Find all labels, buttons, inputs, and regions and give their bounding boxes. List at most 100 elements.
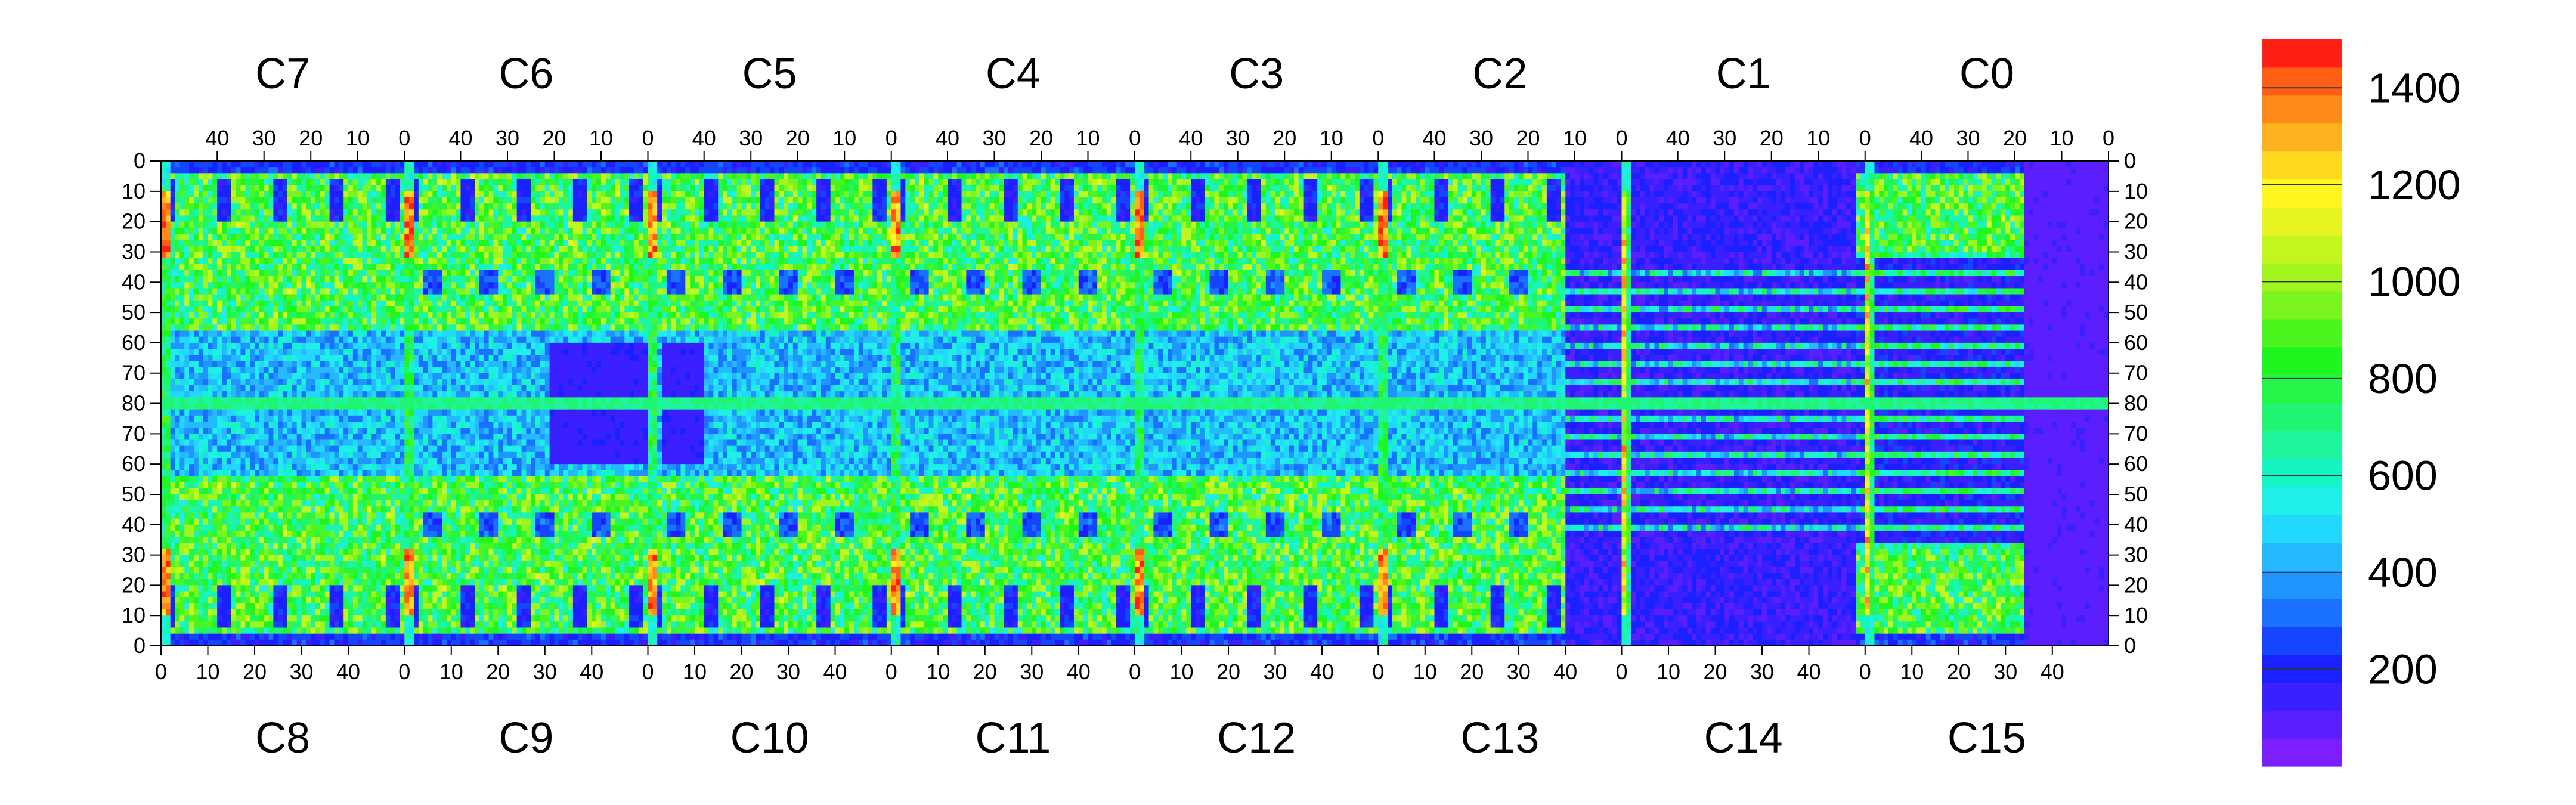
heatmap-cell <box>1823 203 1828 210</box>
heatmap-cell <box>2010 228 2015 234</box>
heatmap-cell <box>1210 209 1215 216</box>
heatmap-cell <box>184 234 189 240</box>
heatmap-cell <box>1696 215 1701 222</box>
heatmap-cell <box>1992 161 1996 168</box>
heatmap-cell <box>2085 197 2090 204</box>
heatmap-cell <box>1532 197 1537 204</box>
heatmap-cell <box>325 203 330 210</box>
heatmap-cell <box>1350 209 1355 216</box>
heatmap-cell <box>1570 222 1575 228</box>
heatmap-cell <box>1051 191 1055 198</box>
heatmap-cell <box>1079 228 1083 234</box>
heatmap-cell <box>793 167 798 174</box>
heatmap-cell <box>1163 203 1168 210</box>
heatmap-cell <box>1340 185 1345 192</box>
heatmap-cell <box>1701 179 1706 185</box>
heatmap-cell <box>1383 209 1388 216</box>
heatmap-cell <box>339 197 343 204</box>
heatmap-cell <box>1664 161 1668 168</box>
heatmap-cell <box>2029 197 2034 204</box>
heatmap-cell <box>746 222 751 228</box>
heatmap-cell <box>1125 161 1130 168</box>
heatmap-cell <box>957 222 962 228</box>
heatmap-cell <box>1294 167 1299 174</box>
heatmap-cell <box>166 234 171 240</box>
heatmap-cell <box>484 185 489 192</box>
heatmap-cell <box>1757 222 1762 228</box>
heatmap-cell <box>1055 161 1060 168</box>
heatmap-cell <box>512 197 517 204</box>
heatmap-cell <box>1140 179 1144 185</box>
heatmap-cell <box>1111 197 1116 204</box>
heatmap-cell <box>1280 185 1284 192</box>
heatmap-cell <box>1608 203 1612 210</box>
heatmap-cell <box>774 179 779 185</box>
heatmap-cell <box>2061 228 2066 234</box>
heatmap-cell <box>751 197 756 204</box>
heatmap-cell <box>1140 197 1144 204</box>
heatmap-cell <box>400 191 404 198</box>
heatmap-cell <box>269 203 274 210</box>
heatmap-cell <box>2020 209 2024 216</box>
heatmap-cell <box>854 228 859 234</box>
heatmap-cell <box>1767 222 1772 228</box>
heatmap-cell <box>732 179 737 185</box>
heatmap-cell <box>1079 197 1083 204</box>
heatmap-cell <box>1163 222 1168 228</box>
heatmap-cell <box>231 209 236 216</box>
heatmap-cell <box>1332 209 1336 216</box>
heatmap-cell <box>1626 228 1631 234</box>
heatmap-cell <box>1032 191 1036 198</box>
heatmap-cell <box>1552 209 1556 216</box>
heatmap-cell <box>596 228 601 234</box>
heatmap-cell <box>386 209 391 216</box>
heatmap-cell <box>727 161 732 168</box>
heatmap-cell <box>1851 185 1856 192</box>
heatmap-cell <box>994 209 999 216</box>
heatmap-cell <box>1631 203 1636 210</box>
heatmap-cell <box>343 209 348 216</box>
heatmap-cell <box>1467 222 1472 228</box>
heatmap-cell <box>994 185 999 192</box>
heatmap-cell <box>2029 209 2034 216</box>
heatmap-cell <box>1032 185 1036 192</box>
heatmap-cell <box>1425 215 1430 222</box>
heatmap-cell <box>915 203 919 210</box>
heatmap-cell <box>353 197 358 204</box>
heatmap-cell <box>414 222 419 228</box>
heatmap-cell <box>1336 167 1341 174</box>
heatmap-cell <box>1907 191 1912 198</box>
heatmap-cell <box>793 191 798 198</box>
heatmap-cell <box>1055 191 1060 198</box>
heatmap-cell <box>1013 209 1018 216</box>
heatmap-cell <box>311 179 315 185</box>
heatmap-cell <box>1772 215 1776 222</box>
heatmap-cell <box>1397 179 1402 185</box>
heatmap-cell <box>2052 161 2057 168</box>
heatmap-cell <box>1256 197 1261 204</box>
heatmap-cell <box>1524 185 1528 192</box>
heatmap-cell <box>1617 203 1622 210</box>
heatmap-cell <box>1973 167 1977 174</box>
heatmap-cell <box>680 179 685 185</box>
heatmap-cell <box>826 222 831 228</box>
heatmap-cell <box>1074 209 1079 216</box>
heatmap-cell <box>1504 167 1509 174</box>
heatmap-cell <box>259 209 264 216</box>
heatmap-cell <box>1332 222 1336 228</box>
heatmap-cell <box>952 222 957 228</box>
heatmap-cell <box>325 191 330 198</box>
heatmap-cell <box>1781 203 1785 210</box>
heatmap-cell <box>1317 191 1322 198</box>
heatmap-cell <box>315 222 320 228</box>
heatmap-cell <box>1271 197 1275 204</box>
heatmap-cell <box>1776 161 1781 168</box>
heatmap-cell <box>1116 222 1121 228</box>
heatmap-cell <box>1603 197 1608 204</box>
heatmap-cell <box>503 167 507 174</box>
heatmap-cell <box>292 203 297 210</box>
heatmap-cell <box>699 197 704 204</box>
heatmap-cell <box>311 209 315 216</box>
heatmap-cell <box>1668 161 1673 168</box>
heatmap-cell <box>1317 197 1322 204</box>
